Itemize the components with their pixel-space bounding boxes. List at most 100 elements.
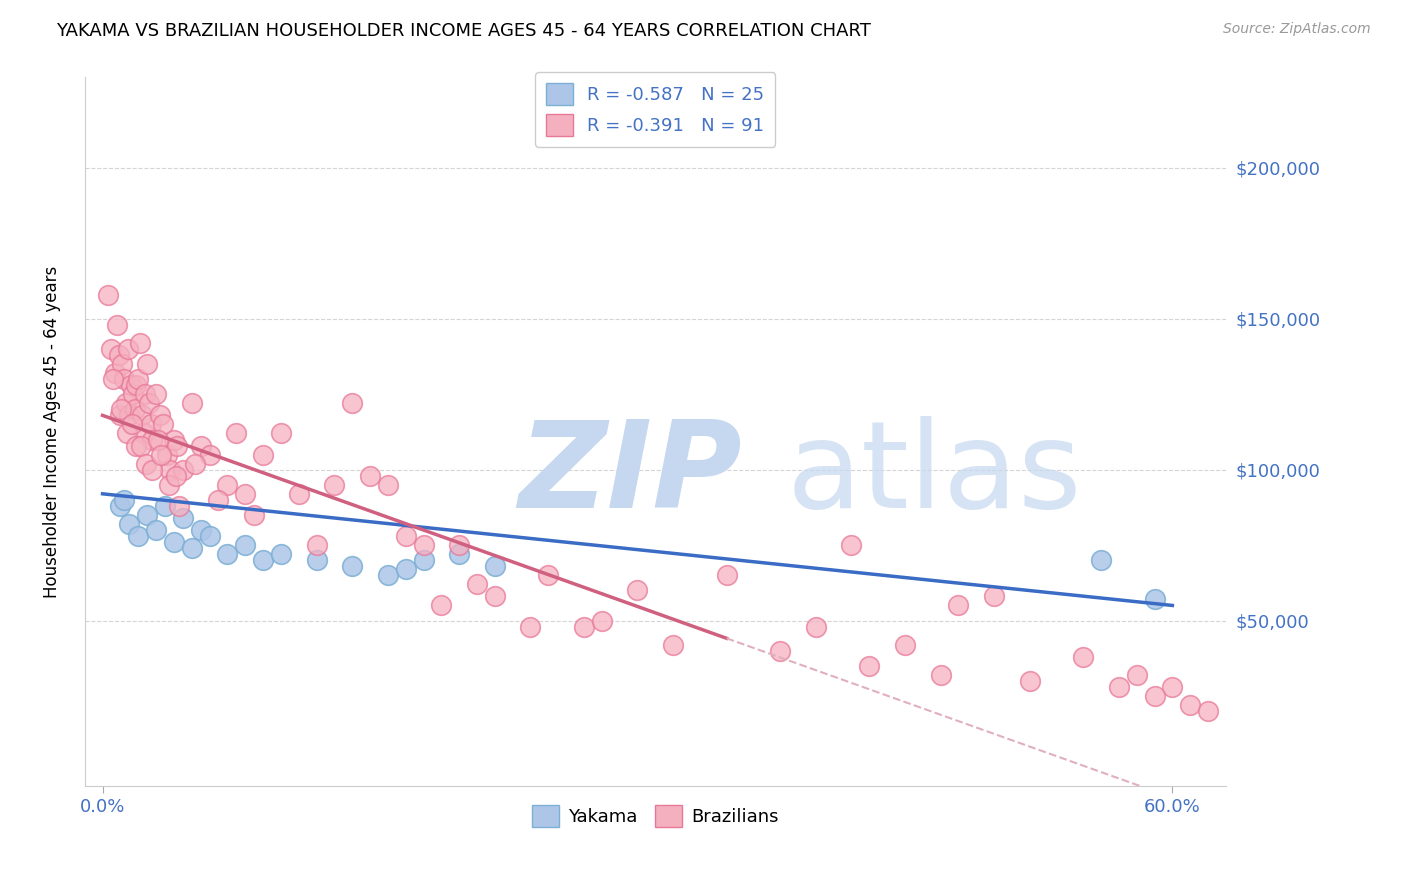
- Point: [662, 638, 685, 652]
- Point: [287, 487, 309, 501]
- Point: [107, 348, 129, 362]
- Point: [165, 468, 187, 483]
- Point: [146, 433, 169, 447]
- Point: [172, 511, 194, 525]
- Point: [1180, 698, 1202, 712]
- Point: [127, 529, 149, 543]
- Point: [430, 599, 453, 613]
- Point: [359, 468, 381, 483]
- Point: [166, 438, 188, 452]
- Point: [110, 402, 132, 417]
- Point: [145, 387, 167, 401]
- Point: [120, 378, 142, 392]
- Point: [141, 463, 163, 477]
- Point: [412, 538, 434, 552]
- Text: atlas: atlas: [786, 416, 1083, 533]
- Point: [129, 438, 152, 452]
- Point: [190, 438, 212, 452]
- Point: [340, 396, 363, 410]
- Point: [190, 523, 212, 537]
- Point: [270, 426, 292, 441]
- Point: [132, 426, 155, 441]
- Point: [157, 477, 180, 491]
- Point: [172, 463, 194, 477]
- Point: [136, 357, 159, 371]
- Text: Source: ZipAtlas.com: Source: ZipAtlas.com: [1223, 22, 1371, 37]
- Text: ZIP: ZIP: [519, 416, 742, 533]
- Point: [626, 583, 648, 598]
- Text: YAKAMA VS BRAZILIAN HOUSEHOLDER INCOME AGES 45 - 64 YEARS CORRELATION CHART: YAKAMA VS BRAZILIAN HOUSEHOLDER INCOME A…: [56, 22, 872, 40]
- Point: [124, 438, 146, 452]
- Point: [519, 619, 541, 633]
- Point: [112, 372, 135, 386]
- Point: [115, 426, 138, 441]
- Point: [395, 529, 418, 543]
- Point: [138, 396, 160, 410]
- Point: [243, 508, 266, 522]
- Point: [449, 538, 471, 552]
- Point: [894, 638, 917, 652]
- Point: [252, 553, 274, 567]
- Point: [207, 492, 229, 507]
- Point: [139, 417, 162, 432]
- Point: [117, 342, 139, 356]
- Point: [252, 448, 274, 462]
- Point: [305, 553, 328, 567]
- Point: [163, 433, 186, 447]
- Point: [449, 547, 471, 561]
- Point: [1197, 704, 1219, 718]
- Point: [97, 287, 120, 301]
- Point: [114, 396, 136, 410]
- Point: [929, 668, 952, 682]
- Y-axis label: Householder Income Ages 45 - 64 years: Householder Income Ages 45 - 64 years: [44, 266, 60, 598]
- Point: [858, 658, 880, 673]
- Point: [1125, 668, 1147, 682]
- Point: [118, 409, 141, 423]
- Point: [125, 378, 148, 392]
- Point: [395, 562, 418, 576]
- Point: [484, 559, 506, 574]
- Point: [136, 508, 159, 522]
- Point: [217, 547, 239, 561]
- Point: [156, 448, 179, 462]
- Point: [1018, 673, 1040, 688]
- Point: [198, 529, 221, 543]
- Point: [841, 538, 863, 552]
- Point: [149, 409, 172, 423]
- Point: [103, 372, 125, 386]
- Point: [184, 457, 207, 471]
- Point: [110, 409, 132, 423]
- Point: [1090, 553, 1112, 567]
- Point: [377, 568, 399, 582]
- Point: [131, 409, 153, 423]
- Point: [121, 417, 143, 432]
- Point: [340, 559, 363, 574]
- Point: [465, 577, 488, 591]
- Point: [983, 590, 1005, 604]
- Point: [141, 433, 163, 447]
- Point: [105, 318, 128, 332]
- Point: [1161, 680, 1184, 694]
- Point: [152, 417, 174, 432]
- Point: [167, 499, 190, 513]
- Point: [591, 614, 613, 628]
- Point: [948, 599, 970, 613]
- Point: [129, 335, 152, 350]
- Point: [135, 457, 157, 471]
- Point: [127, 372, 149, 386]
- Point: [112, 492, 135, 507]
- Point: [100, 342, 122, 356]
- Point: [769, 643, 792, 657]
- Point: [1071, 649, 1094, 664]
- Point: [233, 538, 256, 552]
- Point: [118, 516, 141, 531]
- Point: [134, 387, 156, 401]
- Point: [104, 366, 127, 380]
- Point: [1108, 680, 1130, 694]
- Point: [1143, 689, 1166, 703]
- Point: [145, 523, 167, 537]
- Point: [217, 477, 239, 491]
- Point: [111, 357, 134, 371]
- Point: [159, 463, 181, 477]
- Point: [377, 477, 399, 491]
